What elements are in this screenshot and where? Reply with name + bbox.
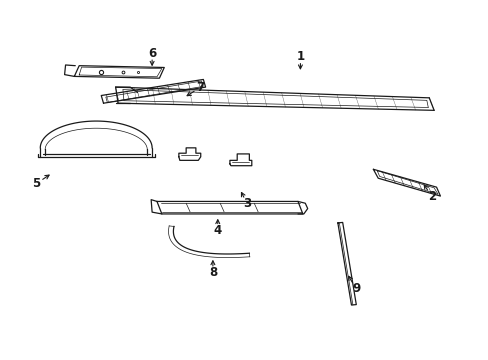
Text: 1: 1	[296, 50, 304, 63]
Text: 6: 6	[148, 47, 156, 60]
Text: 5: 5	[32, 177, 41, 190]
Text: 2: 2	[427, 190, 435, 203]
Text: 8: 8	[208, 266, 217, 279]
Text: 4: 4	[213, 224, 222, 237]
Text: 3: 3	[243, 197, 250, 210]
Text: 9: 9	[351, 283, 360, 296]
Text: 7: 7	[196, 81, 204, 94]
